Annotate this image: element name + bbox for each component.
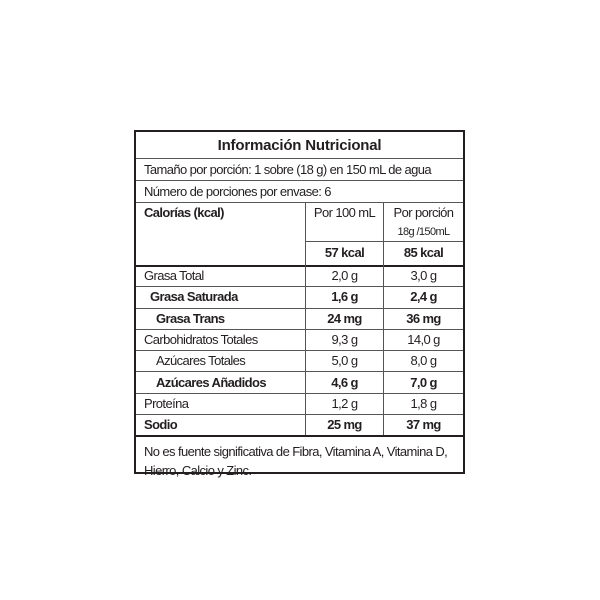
nutrient-value-portion: 1,8 g: [383, 392, 463, 415]
nutrient-name: Grasa Saturada: [150, 289, 238, 305]
nutrient-value-portion: 3,0 g: [383, 265, 463, 287]
nutrient-name: Sodio: [144, 417, 178, 433]
nutrient-value-100ml: 2,0 g: [305, 265, 383, 287]
nutrient-row: Azúcares Añadidos 4,6 g 7,0 g: [136, 371, 463, 394]
col-header-100ml: Por 100 mL: [306, 202, 383, 242]
calories-100ml: 57 kcal: [324, 245, 365, 260]
nutrient-name: Azúcares Totales: [156, 353, 246, 369]
nutrient-name: Proteína: [144, 395, 189, 411]
calories-label: Calorías (kcal): [144, 205, 224, 220]
title-row: Información Nutricional: [136, 132, 463, 159]
nutrient-value-portion: 14,0 g: [383, 328, 463, 351]
nutrient-value-portion: 8,0 g: [383, 350, 463, 372]
table-title: Información Nutricional: [217, 136, 382, 154]
nutrition-facts-table: Información Nutricional Tamaño por porci…: [134, 130, 465, 478]
nutrient-name: Azúcares Añadidos: [156, 374, 267, 390]
portions-row: Número de porciones por envase: 6: [136, 180, 463, 203]
nutrient-name: Carbohidratos Totales: [144, 332, 258, 348]
nutrient-row: Carbohidratos Totales 9,3 g 14,0 g: [136, 328, 463, 352]
nutrient-value-100ml: 9,3 g: [305, 328, 383, 351]
nutrient-value-portion: 36 mg: [383, 307, 463, 329]
nutrient-value-100ml: 5,0 g: [305, 350, 383, 372]
calories-portion: 85 kcal: [403, 245, 444, 260]
nutrient-name: Grasa Trans: [156, 310, 225, 326]
portions-per-package: Número de porciones por envase: 6: [144, 183, 331, 199]
nutrient-value-100ml: 1,6 g: [305, 286, 383, 308]
nutrient-value-portion: 37 mg: [383, 414, 463, 436]
serving-size: Tamaño por porción: 1 sobre (18 g) en 15…: [144, 161, 432, 177]
nutrient-value-100ml: 24 mg: [305, 307, 383, 329]
col-header-portion: Por porción: [393, 205, 454, 220]
nutrient-row: Sodio 25 mg 37 mg: [136, 414, 463, 438]
col-header-portion-sub: 18g /150mL: [384, 222, 463, 242]
nutrient-row: Grasa Saturada 1,6 g 2,4 g: [136, 286, 463, 309]
nutrient-value-100ml: 25 mg: [305, 414, 383, 436]
nutrient-value-100ml: 1,2 g: [305, 392, 383, 415]
nutrient-row: Grasa Total 2,0 g 3,0 g: [136, 265, 463, 288]
nutrient-value-100ml: 4,6 g: [305, 371, 383, 393]
nutrient-value-portion: 7,0 g: [383, 371, 463, 393]
footer-note: No es fuente significativa de Fibra, Vit…: [136, 435, 463, 486]
calories-row: Calorías (kcal) Por 100 mL 57 kcal Por p…: [136, 202, 463, 267]
nutrient-name: Grasa Total: [144, 268, 204, 284]
serving-row: Tamaño por porción: 1 sobre (18 g) en 15…: [136, 158, 463, 181]
nutrient-row: Grasa Trans 24 mg 36 mg: [136, 307, 463, 330]
nutrient-row: Azúcares Totales 5,0 g 8,0 g: [136, 350, 463, 373]
nutrient-row: Proteína 1,2 g 1,8 g: [136, 392, 463, 416]
nutrient-value-portion: 2,4 g: [383, 286, 463, 308]
